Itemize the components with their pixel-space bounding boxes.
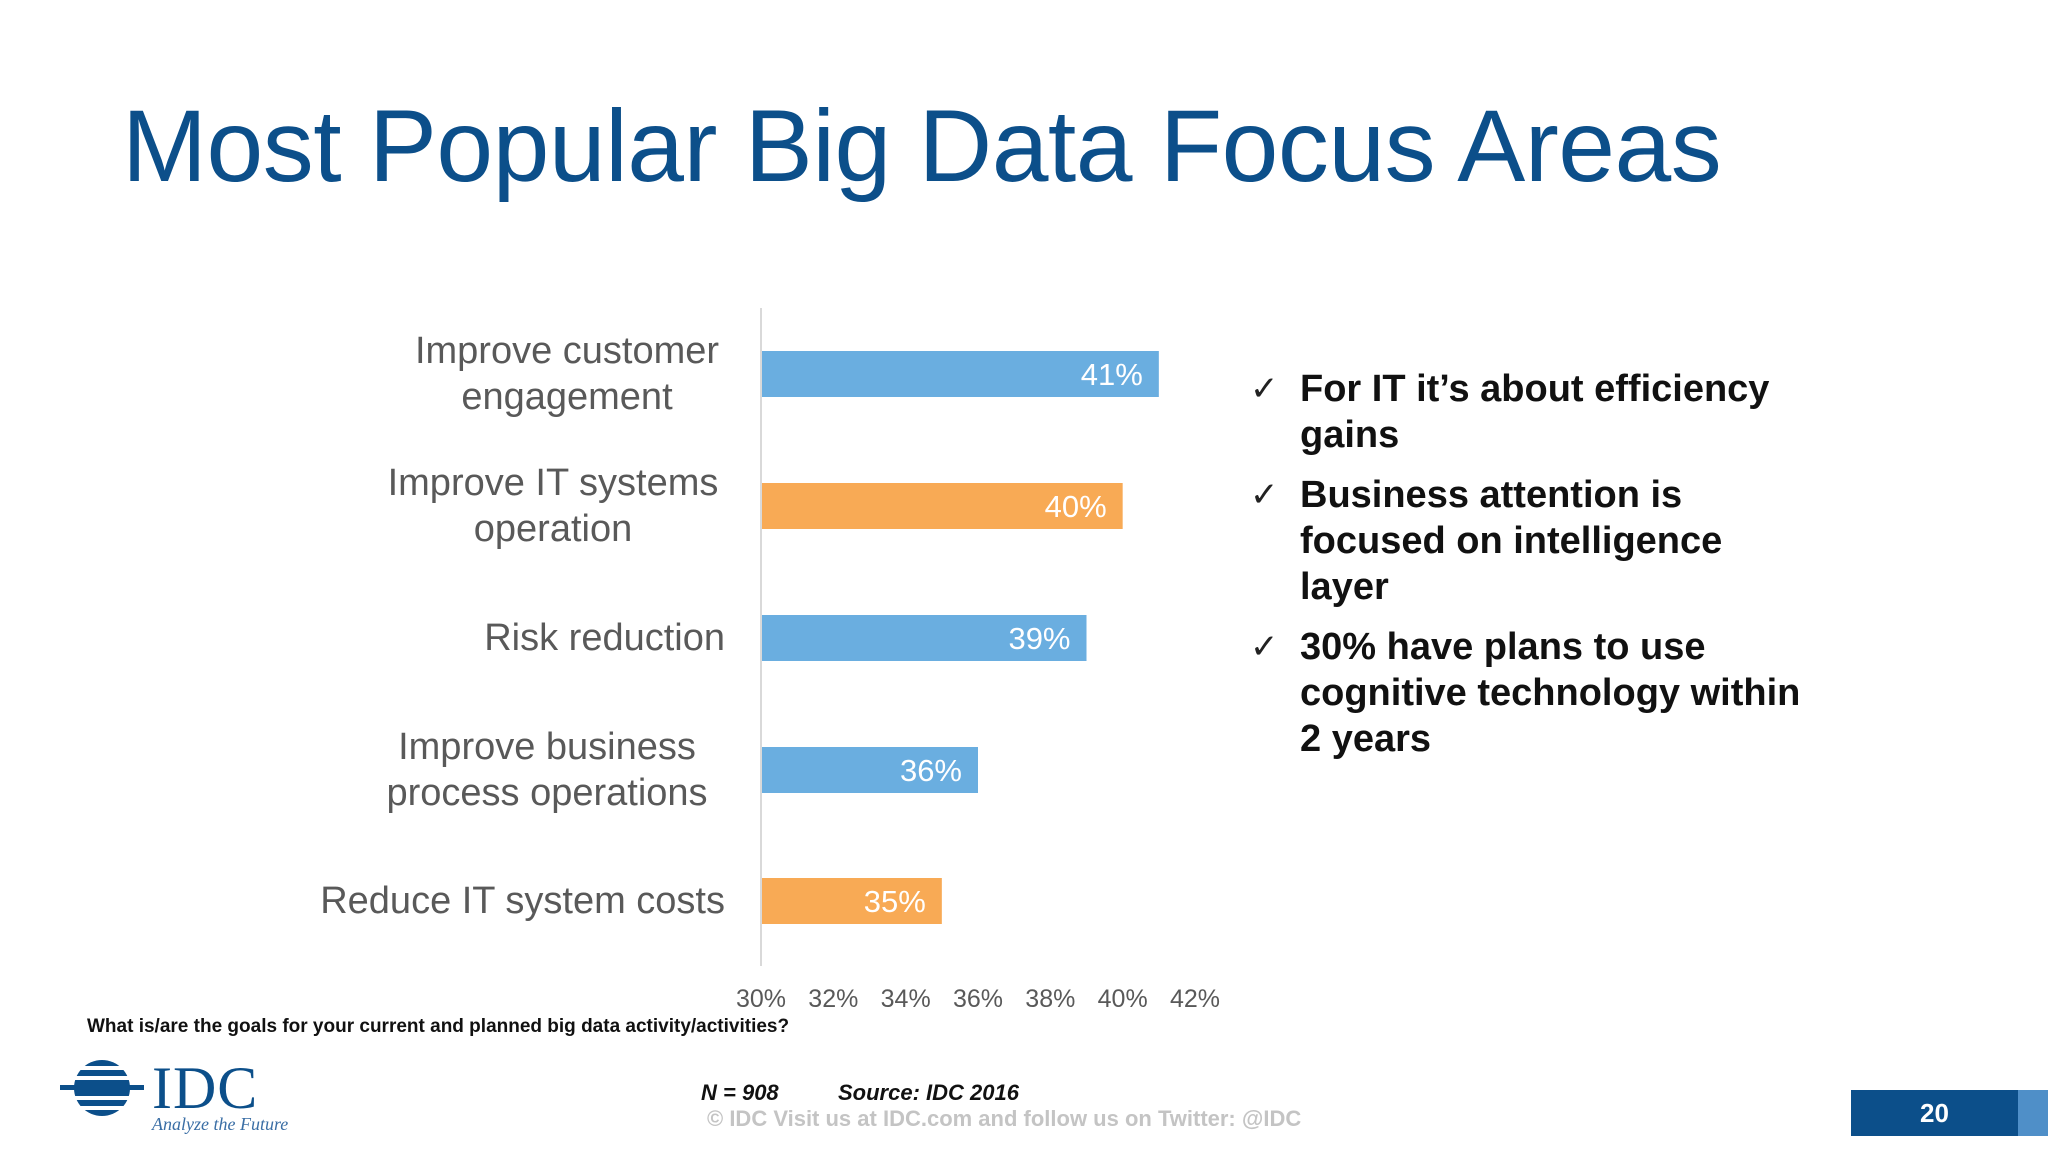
logo-wordmark: IDC [152,1055,259,1121]
category-label: Risk reduction [484,617,725,659]
copyright-footer: © IDC Visit us at IDC.com and follow us … [707,1106,1302,1131]
bar-value-label: 39% [1008,621,1070,656]
x-tick-label: 32% [808,985,858,1013]
check-icon: ✓ [1250,627,1279,667]
check-icon: ✓ [1250,475,1279,515]
category-label: Improve customer engagement [415,330,719,418]
bar-value-label: 35% [864,884,926,919]
finding-item: ✓ For IT it’s about efficiency gains [1250,366,1810,458]
bar [761,878,942,924]
bar [761,747,978,793]
bar-group: 41% 40% 39% 36% 35% [761,351,1159,924]
category-label: Reduce IT system costs [320,880,725,922]
x-tick-label: 30% [736,985,786,1013]
finding-item: ✓ 30% have plans to use cognitive technol… [1250,624,1810,762]
finding-text: Business attention is focused on intelli… [1300,474,1723,608]
bar [761,483,1123,529]
slide-title: Most Popular Big Data Focus Areas [122,89,1722,203]
finding-item: ✓ Business attention is focused on intell… [1250,472,1810,610]
globe-icon [60,1060,144,1116]
x-tick-label: 38% [1025,985,1075,1013]
bar-chart: 41% 40% 39% 36% 35% Improve customer engageme… [320,308,1220,1013]
logo-tagline: Analyze the Future [152,1114,289,1134]
source-note: Source: IDC 2016 [838,1080,1019,1105]
finding-text: 30% have plans to use cognitive technolo… [1300,626,1801,760]
bar-value-label: 40% [1045,489,1107,524]
sample-size: N = 908 [701,1080,779,1105]
bar-value-label: 41% [1081,357,1143,392]
page-number-accent [2018,1090,2048,1136]
x-tick-label: 36% [953,985,1003,1013]
x-tick-label: 40% [1098,985,1148,1013]
category-label: Improve IT systems operation [388,462,719,550]
x-axis-ticks: 30% 32% 34% 36% 38% 40% 42% [736,985,1220,1013]
bar [761,615,1087,661]
page-number: 20 [1851,1090,2018,1136]
finding-text: For IT it’s about efficiency gains [1300,368,1770,456]
idc-logo: IDC Analyze the Future [60,1058,300,1138]
category-label: Improve business process operations [386,726,707,814]
bar [761,351,1159,397]
category-labels: Improve customer engagement Improve IT sys… [320,330,725,922]
key-findings: ✓ For IT it’s about efficiency gains ✓ Bus… [1250,366,1810,776]
bar-value-label: 36% [900,753,962,788]
x-tick-label: 34% [881,985,931,1013]
x-tick-label: 42% [1170,985,1220,1013]
check-icon: ✓ [1250,369,1279,409]
survey-question: What is/are the goals for your current a… [87,1016,790,1037]
